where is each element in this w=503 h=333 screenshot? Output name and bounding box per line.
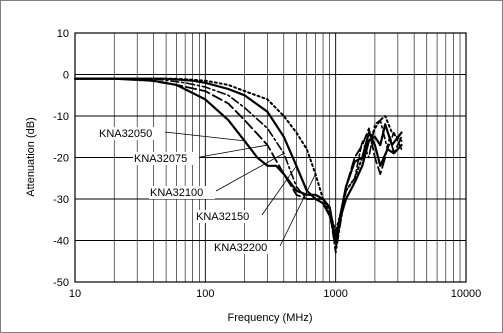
y-tick-label: -40: [53, 236, 69, 248]
x-tick-label: 10: [69, 288, 81, 300]
x-tick-label: 1000: [323, 288, 347, 300]
x-tick-label: 10000: [451, 288, 482, 300]
x-tick-label: 100: [196, 288, 214, 300]
annotation-label: KNA32050: [99, 128, 152, 140]
annotation-leader: [261, 165, 297, 216]
annotation-label-bg: [195, 210, 261, 223]
annotations: KNA32050 KNA32075 KNA32100 KNA32150 KNA32200: [98, 127, 316, 254]
y-tick-label: 10: [57, 28, 69, 40]
series-layer: [73, 77, 403, 254]
annotation-label-bg: [133, 152, 199, 165]
annotation-label-bg: [149, 186, 215, 199]
series-line-kna32050: [73, 77, 403, 242]
y-tick-label: 0: [63, 70, 69, 82]
annotation-label: KNA32075: [134, 153, 187, 165]
x-axis-label: Frequency (MHz): [228, 312, 313, 324]
y-tick-label: -20: [53, 153, 69, 165]
annotation-leader: [279, 173, 316, 247]
annotation-leader: [164, 131, 245, 142]
series-line-kna32150: [73, 77, 403, 242]
annotation-leader: [199, 144, 268, 158]
y-tick-label: -10: [53, 111, 69, 123]
annotation-label-bg: [213, 241, 279, 254]
annotation-label: KNA32200: [214, 242, 267, 254]
y-tick-label: -50: [53, 277, 69, 289]
annotation-label: KNA32150: [196, 211, 249, 223]
annotation-label: KNA32100: [150, 187, 203, 199]
annotation-label-bg: [98, 127, 164, 140]
y-axis-label: Attenuation (dB): [25, 117, 37, 197]
series-line-kna32200: [74, 77, 403, 234]
annotation-leader: [215, 153, 284, 192]
y-tick-label: -30: [53, 194, 69, 206]
series-line-kna32075: [74, 77, 403, 250]
